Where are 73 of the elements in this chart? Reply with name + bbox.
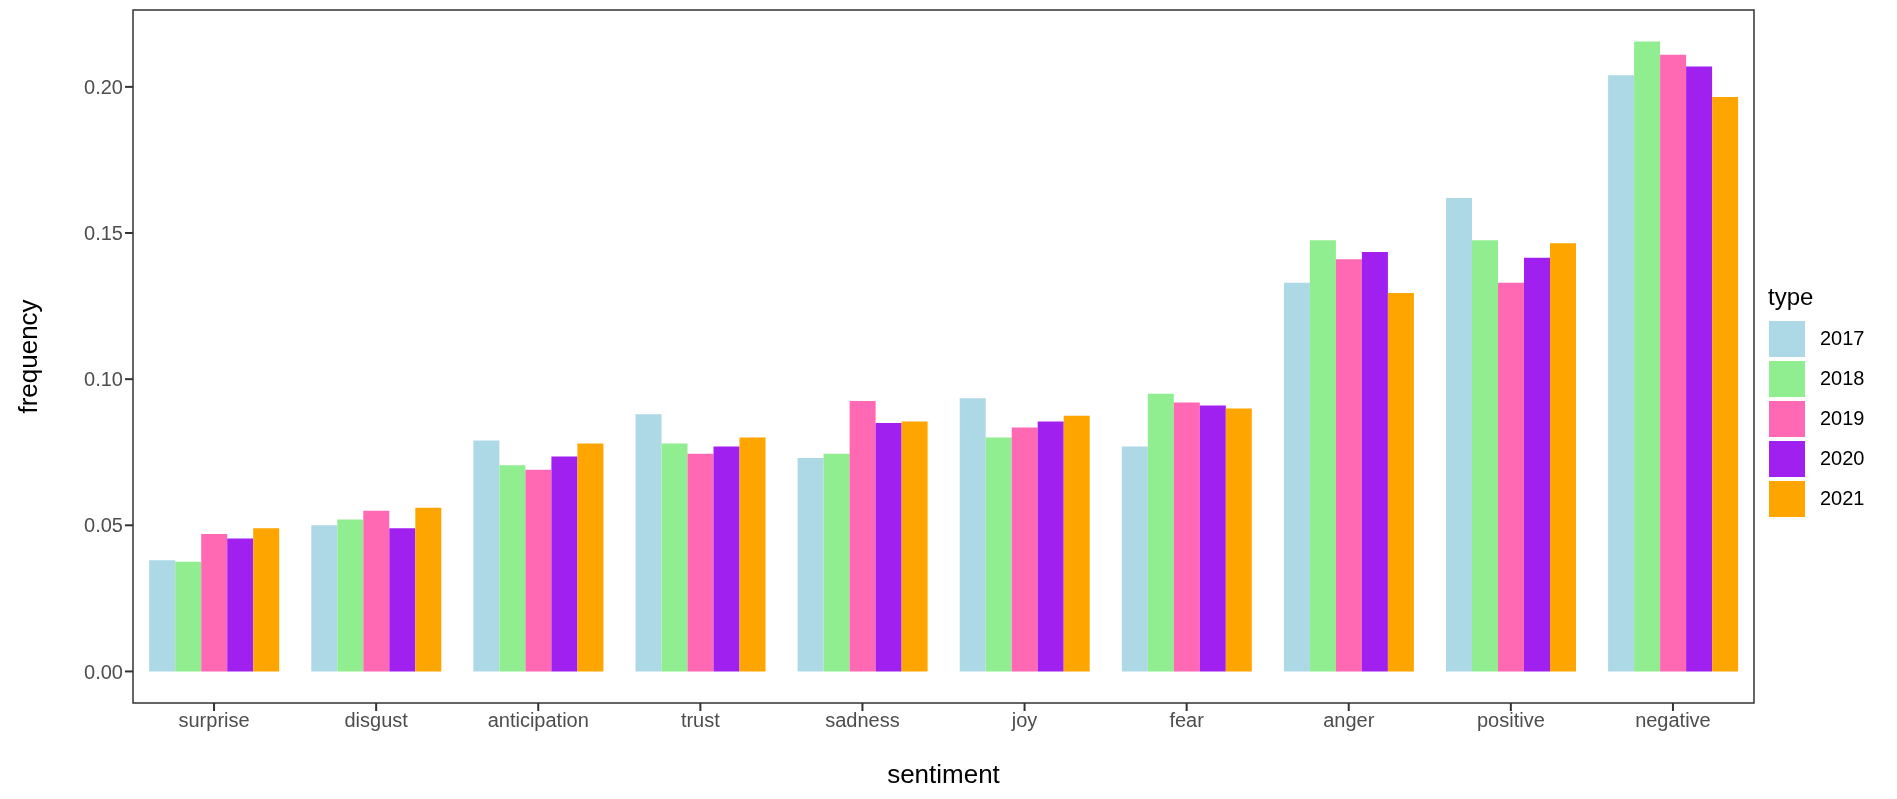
bar bbox=[499, 465, 526, 672]
x-axis-title: sentiment bbox=[887, 759, 1001, 789]
x-tick-label: negative bbox=[1635, 709, 1711, 732]
x-tick-label: joy bbox=[1010, 709, 1038, 732]
x-tick-label: anticipation bbox=[487, 709, 589, 732]
bar bbox=[635, 414, 662, 672]
bar bbox=[959, 398, 986, 672]
bar bbox=[1037, 421, 1064, 672]
bar bbox=[551, 456, 578, 672]
bar bbox=[473, 440, 500, 672]
bar bbox=[797, 458, 824, 672]
bar bbox=[1283, 282, 1310, 672]
x-tick-label: disgust bbox=[344, 709, 409, 732]
bar bbox=[175, 561, 202, 672]
bar bbox=[577, 443, 604, 672]
bar bbox=[363, 510, 390, 672]
bar bbox=[227, 538, 254, 672]
legend-label: 2017 bbox=[1820, 327, 1865, 350]
bar bbox=[901, 421, 928, 672]
bar bbox=[1063, 415, 1090, 672]
bar bbox=[389, 528, 416, 672]
bar bbox=[1686, 66, 1713, 672]
bar bbox=[311, 525, 338, 672]
y-tick-label: 0.20 bbox=[84, 75, 123, 98]
bar bbox=[823, 453, 850, 672]
bar bbox=[1550, 243, 1577, 672]
bar bbox=[1387, 292, 1414, 672]
bar bbox=[1121, 446, 1148, 672]
bar bbox=[1199, 405, 1226, 672]
x-tick-label: positive bbox=[1476, 709, 1545, 732]
bar bbox=[1335, 259, 1362, 672]
legend-label: 2018 bbox=[1820, 367, 1865, 390]
bar bbox=[1498, 282, 1525, 672]
bar bbox=[739, 437, 766, 672]
y-axis-title: frequency bbox=[13, 299, 44, 414]
bar bbox=[985, 437, 1012, 672]
bar bbox=[1147, 393, 1174, 672]
bar bbox=[713, 446, 740, 672]
y-tick-label: 0.05 bbox=[84, 514, 123, 537]
y-tick-label: 0.15 bbox=[84, 222, 123, 245]
bar bbox=[875, 422, 902, 672]
x-tick-label: trust bbox=[680, 709, 721, 732]
bar bbox=[1309, 240, 1336, 672]
y-tick-label: 0.10 bbox=[84, 368, 123, 391]
bar bbox=[1524, 257, 1551, 672]
bar bbox=[687, 453, 714, 672]
bar bbox=[1011, 427, 1038, 672]
legend-label: 2020 bbox=[1820, 447, 1865, 470]
x-tick-label: anger bbox=[1323, 709, 1375, 732]
bar bbox=[849, 401, 876, 672]
bar bbox=[415, 507, 442, 672]
bar bbox=[1225, 408, 1252, 672]
bar bbox=[1634, 41, 1661, 672]
bar bbox=[1472, 240, 1499, 672]
bar bbox=[149, 560, 176, 672]
bar bbox=[1361, 252, 1388, 672]
bar bbox=[1660, 54, 1687, 672]
bar bbox=[253, 528, 280, 672]
bar bbox=[201, 534, 228, 672]
legend-label: 2021 bbox=[1820, 487, 1865, 510]
bar bbox=[1446, 197, 1473, 672]
bar bbox=[525, 469, 552, 672]
bar bbox=[1173, 402, 1200, 672]
x-tick-label: fear bbox=[1169, 709, 1205, 732]
bar bbox=[1608, 75, 1635, 672]
legend-label: 2019 bbox=[1820, 407, 1865, 430]
x-tick-label: surprise bbox=[178, 709, 250, 732]
bar bbox=[1712, 97, 1739, 672]
bar bbox=[337, 519, 364, 672]
bar bbox=[661, 443, 688, 672]
legend-title: type bbox=[1768, 282, 1815, 311]
y-tick-label: 0.00 bbox=[84, 660, 123, 683]
x-tick-label: sadness bbox=[825, 709, 900, 732]
